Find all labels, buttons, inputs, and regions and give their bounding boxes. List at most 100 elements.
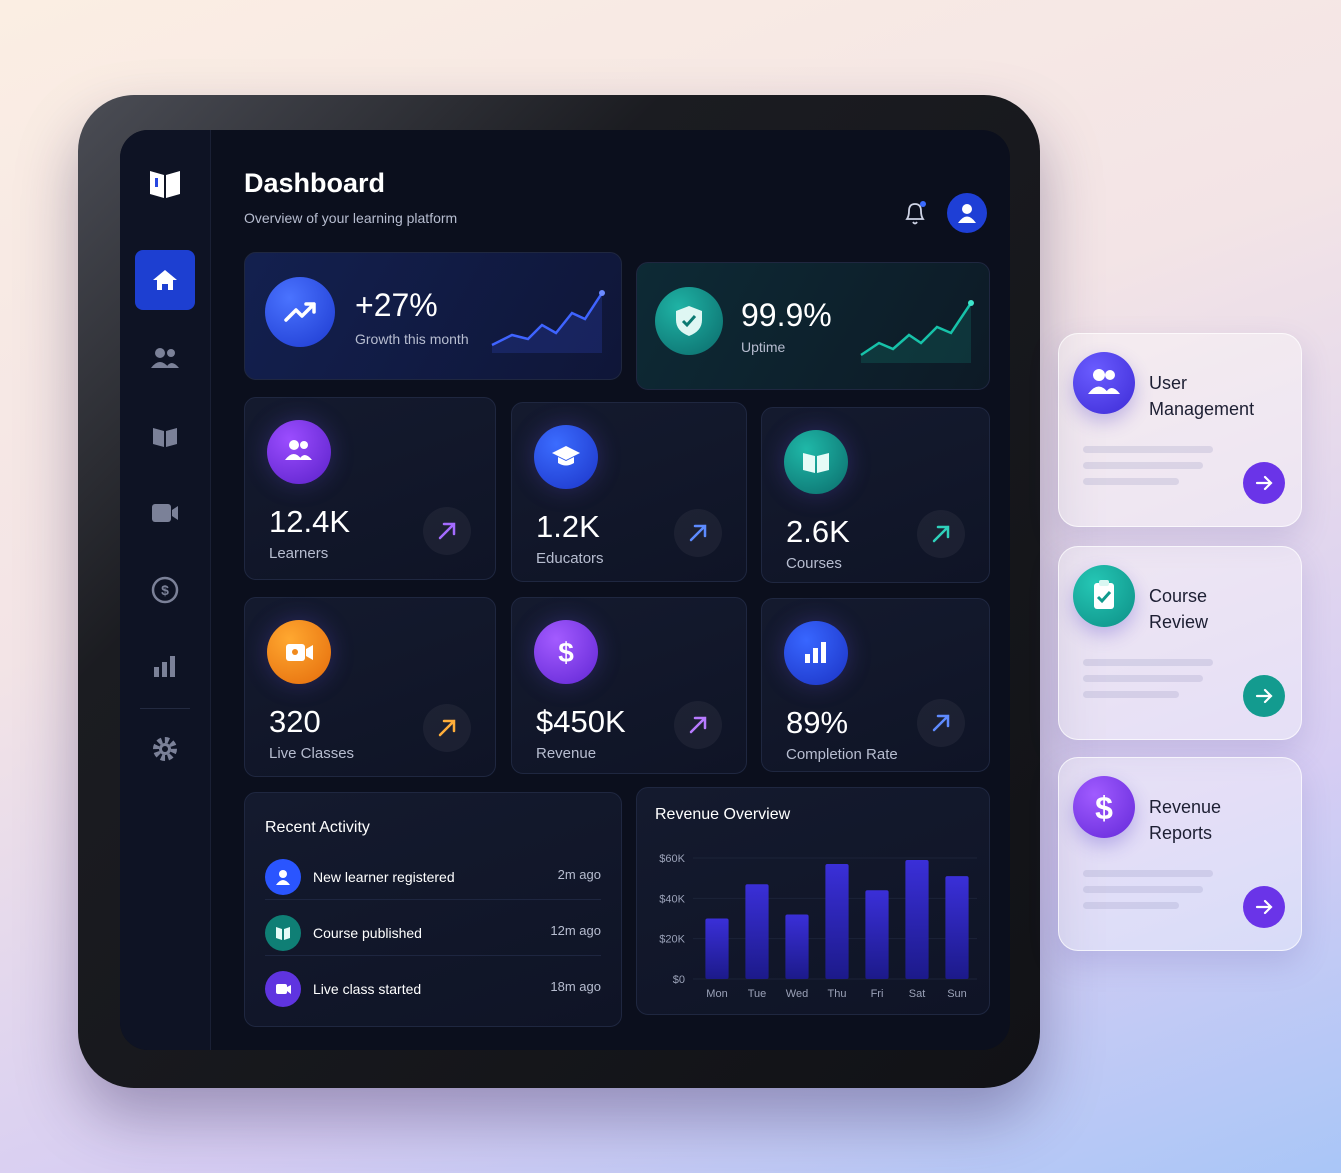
stat-link[interactable] xyxy=(917,699,965,747)
bar xyxy=(865,890,889,979)
highlight-icon xyxy=(265,277,335,347)
stat-icon xyxy=(267,620,331,684)
chart-title: Revenue Overview xyxy=(655,806,791,823)
stat-link[interactable] xyxy=(423,507,471,555)
stat-label: Live Classes xyxy=(269,745,355,762)
sparkline xyxy=(491,290,605,353)
stat-value: $450K xyxy=(536,704,626,739)
stat-icon xyxy=(784,621,848,685)
stat-value: 89% xyxy=(786,705,849,740)
revenue-card: Revenue Overview $0 $20K $40K $60K Mon Tue Wed… xyxy=(636,787,990,1015)
stat-icon xyxy=(784,430,848,494)
side-card: User Management xyxy=(1058,333,1302,527)
stat-value: 1.2K xyxy=(536,509,600,544)
stat-value: 12.4K xyxy=(269,504,351,539)
x-tick-label: Fri xyxy=(871,988,884,1000)
x-tick-label: Thu xyxy=(828,988,847,1000)
stat-card: $ $450K Revenue xyxy=(511,597,747,774)
side-card-title: User Management xyxy=(1149,373,1255,419)
side-card-open[interactable] xyxy=(1243,462,1285,504)
svg-text:$: $ xyxy=(558,637,574,668)
divider xyxy=(140,708,190,709)
bar xyxy=(945,876,969,979)
bar xyxy=(825,864,849,979)
stat-link[interactable] xyxy=(917,510,965,558)
side-card-open[interactable] xyxy=(1243,886,1285,928)
highlight-card: 99.9% Uptime xyxy=(636,262,990,390)
side-card-icon xyxy=(1073,352,1135,414)
bar xyxy=(705,918,729,979)
stat-label: Courses xyxy=(786,555,842,572)
bar xyxy=(745,884,769,979)
stat-icon: $ xyxy=(534,620,598,684)
activity-time: 2m ago xyxy=(557,867,601,882)
screen: $ Dashboard Overview of your learning pl… xyxy=(120,130,1010,1050)
placeholder-line xyxy=(1083,462,1203,469)
side-card-title: Revenue Reports xyxy=(1149,797,1222,843)
side-card: Course Review xyxy=(1058,546,1302,740)
bar xyxy=(905,860,929,979)
side-card-icon: $ xyxy=(1073,776,1135,838)
highlight-icon xyxy=(655,287,723,355)
nav-home[interactable] xyxy=(135,250,195,310)
bar xyxy=(785,914,809,979)
activity-row: Live class started 18m ago xyxy=(265,971,601,1011)
x-tick-label: Wed xyxy=(786,988,808,1000)
nav-revenue[interactable]: $ xyxy=(151,576,179,604)
x-tick-label: Tue xyxy=(748,988,767,1000)
stat-icon xyxy=(267,420,331,484)
stat-label: Revenue xyxy=(536,745,597,762)
nav-live[interactable] xyxy=(151,502,179,524)
activity-icon xyxy=(265,971,301,1007)
nav-courses[interactable] xyxy=(152,426,178,448)
stat-link[interactable] xyxy=(423,704,471,752)
activity-icon xyxy=(265,859,301,895)
placeholder-line xyxy=(1083,659,1213,666)
side-card-icon xyxy=(1073,565,1135,627)
activity-row: Course published 12m ago xyxy=(265,915,601,956)
placeholder-line xyxy=(1083,446,1213,453)
stat-value: 2.6K xyxy=(786,514,850,549)
activity-row: New learner registered 2m ago xyxy=(265,859,601,900)
highlight-label: Growth this month xyxy=(355,331,469,347)
activity-text: Live class started xyxy=(313,981,422,997)
nav-analytics[interactable] xyxy=(153,654,177,678)
page-subtitle: Overview of your learning platform xyxy=(244,210,458,226)
y-tick-label: $40K xyxy=(659,893,685,905)
stat-card: 320 Live Classes xyxy=(244,597,496,777)
stat-label: Completion Rate xyxy=(786,746,898,763)
highlight-value: 99.9% xyxy=(741,297,832,333)
user-avatar[interactable] xyxy=(947,193,987,233)
side-card-open[interactable] xyxy=(1243,675,1285,717)
nav-settings[interactable] xyxy=(152,736,178,762)
side-card-title: Course Review xyxy=(1149,586,1209,632)
section-title: Recent Activity xyxy=(265,819,370,836)
stat-card: 12.4K Learners xyxy=(244,397,496,580)
stat-link[interactable] xyxy=(674,701,722,749)
x-tick-label: Sun xyxy=(947,988,967,1000)
stat-label: Educators xyxy=(536,550,604,567)
activity-time: 18m ago xyxy=(550,979,601,994)
y-tick-label: $0 xyxy=(673,974,685,986)
stat-link[interactable] xyxy=(674,509,722,557)
activity-time: 12m ago xyxy=(550,923,601,938)
placeholder-line xyxy=(1083,902,1179,909)
nav-users[interactable] xyxy=(151,346,179,370)
activity-text: New learner registered xyxy=(313,869,455,885)
logo xyxy=(150,171,180,198)
recent-activity-card: Recent Activity New learner registered 2m… xyxy=(244,792,622,1027)
revenue-chart: Revenue Overview $0 $20K $40K $60K Mon Tue Wed… xyxy=(655,806,977,1000)
stat-card: 1.2K Educators xyxy=(511,402,747,582)
side-card: $ Revenue Reports xyxy=(1058,757,1302,951)
highlight-card: +27% Growth this month xyxy=(244,252,622,380)
y-tick-label: $20K xyxy=(659,934,685,946)
stat-label: Learners xyxy=(269,545,329,562)
placeholder-line xyxy=(1083,870,1213,877)
highlight-value: +27% xyxy=(355,287,438,323)
placeholder-line xyxy=(1083,886,1203,893)
notification-bell[interactable] xyxy=(903,200,927,226)
svg-text:$: $ xyxy=(161,582,169,598)
stat-icon xyxy=(534,425,598,489)
svg-text:$: $ xyxy=(1095,790,1113,826)
